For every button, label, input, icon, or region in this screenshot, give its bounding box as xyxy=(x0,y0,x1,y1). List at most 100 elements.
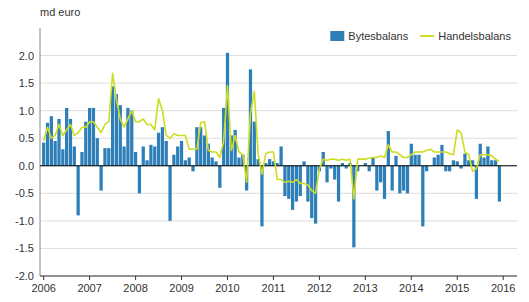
y-tick-label: 1.0 xyxy=(19,105,34,117)
bar xyxy=(433,158,436,166)
legend-label: Handelsbalans xyxy=(438,30,511,42)
x-tick-label: 2011 xyxy=(262,282,286,294)
bar xyxy=(96,138,99,166)
bar xyxy=(145,160,148,166)
bar xyxy=(498,166,501,202)
x-tick-label: 2015 xyxy=(445,282,469,294)
bar-series xyxy=(42,53,501,248)
y-tick-label: -0.5 xyxy=(15,187,34,199)
legend-item: Handelsbalans xyxy=(420,30,511,42)
y-axis-line xyxy=(40,28,41,276)
bar xyxy=(494,160,497,166)
grid-line xyxy=(40,248,517,249)
grid xyxy=(40,56,517,276)
bar xyxy=(398,166,401,194)
bar xyxy=(425,166,428,172)
bar xyxy=(417,155,420,166)
bar xyxy=(414,155,417,166)
bar xyxy=(306,166,309,202)
x-tick xyxy=(227,276,228,280)
bar xyxy=(77,166,80,216)
bar xyxy=(475,166,478,199)
y-tick-label: 0.5 xyxy=(19,132,34,144)
legend-swatch xyxy=(420,35,434,37)
plot-area xyxy=(40,53,517,248)
bar xyxy=(142,146,145,165)
x-tick xyxy=(135,276,136,280)
bar xyxy=(379,166,382,183)
bar xyxy=(157,133,160,166)
bar xyxy=(337,166,340,202)
bar xyxy=(165,141,168,166)
bar xyxy=(172,155,175,166)
bar xyxy=(54,141,57,166)
bar xyxy=(122,146,125,165)
grid-line xyxy=(40,193,517,194)
bar xyxy=(383,166,386,199)
x-tick-label: 2007 xyxy=(77,282,101,294)
bar xyxy=(463,154,466,166)
bar xyxy=(299,166,302,196)
bar xyxy=(92,108,95,166)
bar xyxy=(176,146,179,165)
bar xyxy=(211,158,214,166)
chart: -2.0-1.5-1.0-0.50.00.51.01.52.0200620072… xyxy=(0,0,529,302)
bar xyxy=(237,158,240,166)
bar xyxy=(279,146,282,165)
bar xyxy=(482,158,485,166)
legend-item: Bytesbalans xyxy=(330,30,408,42)
bar xyxy=(188,158,191,166)
y-tick-label: 2.0 xyxy=(19,50,34,62)
bar xyxy=(436,155,439,166)
bar xyxy=(203,135,206,165)
bar xyxy=(268,159,271,166)
bar xyxy=(134,152,137,166)
bar xyxy=(448,166,451,172)
bar xyxy=(218,166,221,188)
bar xyxy=(490,160,493,166)
bar xyxy=(107,148,110,166)
grid-line xyxy=(40,55,517,56)
bar xyxy=(302,161,305,165)
zero-line xyxy=(40,165,517,166)
bar xyxy=(253,122,256,166)
bar xyxy=(99,166,102,191)
y-tick-label: 1.5 xyxy=(19,77,34,89)
bar xyxy=(138,166,141,194)
x-tick xyxy=(503,276,504,280)
x-tick-label: 2006 xyxy=(31,282,55,294)
x-tick xyxy=(89,276,90,280)
bar xyxy=(80,152,83,166)
bar xyxy=(84,122,87,166)
legend-label: Bytesbalans xyxy=(348,30,408,42)
x-tick xyxy=(181,276,182,280)
x-tick xyxy=(319,276,320,280)
bar xyxy=(394,156,397,166)
bar xyxy=(421,166,424,227)
y-tick-label: -1.5 xyxy=(15,242,34,254)
y-tick-label: -1.0 xyxy=(15,215,34,227)
bar xyxy=(406,166,409,194)
x-tick xyxy=(457,276,458,280)
x-tick xyxy=(411,276,412,280)
bar xyxy=(444,166,447,172)
bar xyxy=(375,166,378,191)
bar xyxy=(452,160,455,166)
bar xyxy=(130,111,133,166)
y-tick-label: 0.0 xyxy=(19,160,34,172)
bar xyxy=(352,166,355,248)
bar xyxy=(88,108,91,166)
grid-line xyxy=(40,165,517,166)
bar xyxy=(153,146,156,165)
x-tick xyxy=(273,276,274,280)
bar xyxy=(180,141,183,166)
bar xyxy=(291,166,294,210)
bar xyxy=(440,145,443,166)
grid-line xyxy=(40,220,517,221)
x-tick-label: 2008 xyxy=(123,282,147,294)
x-tick xyxy=(365,276,366,280)
x-axis-line xyxy=(40,276,517,277)
grid-line xyxy=(40,276,517,277)
legend-swatch xyxy=(330,31,344,41)
bar xyxy=(314,166,317,224)
